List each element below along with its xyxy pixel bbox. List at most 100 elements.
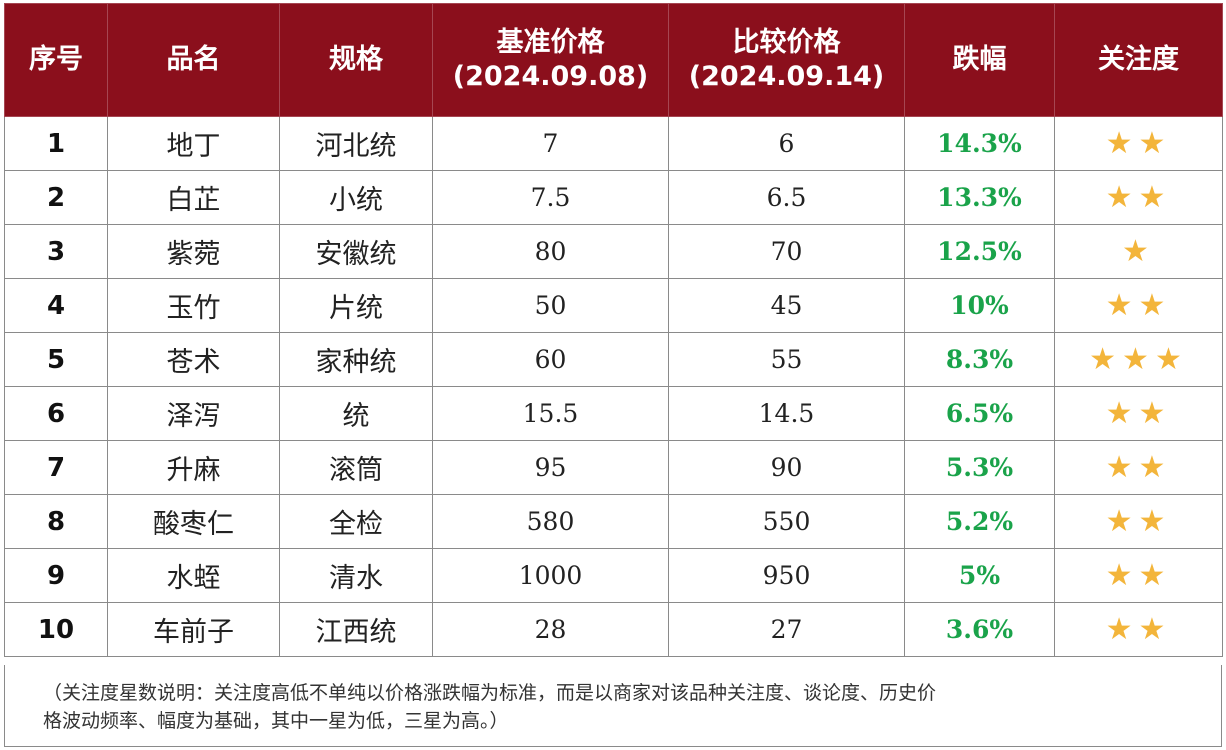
row-attention: ★★ <box>1054 386 1223 441</box>
star-icon: ★ <box>1138 180 1172 215</box>
row-attention: ★★ <box>1054 440 1223 495</box>
row-compare-price: 6.5 <box>668 170 905 225</box>
row-base-price: 95 <box>432 440 669 495</box>
star-icon: ★ <box>1138 504 1172 539</box>
row-compare-price: 70 <box>668 224 905 279</box>
star-icon: ★ <box>1138 126 1172 161</box>
price-drop-table-wrapper: 序号 品名 规格 基准价格 (2024.09.08) 比较价格 (2024.09… <box>4 3 1223 657</box>
row-name: 泽泻 <box>107 386 280 441</box>
table-row: 1 地丁 河北统 7 6 14.3% ★★ <box>4 116 1223 171</box>
row-compare-price: 90 <box>668 440 905 495</box>
row-compare-price: 55 <box>668 332 905 387</box>
row-drop: 13.3% <box>904 170 1055 225</box>
row-name: 白芷 <box>107 170 280 225</box>
price-drop-table: 序号 品名 规格 基准价格 (2024.09.08) 比较价格 (2024.09… <box>4 3 1223 657</box>
row-spec: 滚筒 <box>279 440 433 495</box>
row-name: 酸枣仁 <box>107 494 280 549</box>
row-no: 2 <box>4 170 108 225</box>
attention-note-line-2: 格波动频率、幅度为基础，其中一星为低，三星为高。） <box>43 710 509 732</box>
row-name: 苍术 <box>107 332 280 387</box>
row-attention: ★★ <box>1054 116 1223 171</box>
row-base-price: 80 <box>432 224 669 279</box>
row-drop: 5% <box>904 548 1055 603</box>
row-compare-price: 27 <box>668 602 905 657</box>
header-compare-price: 比较价格 (2024.09.14) <box>668 3 905 117</box>
table-row: 9 水蛭 清水 1000 950 5% ★★ <box>4 548 1223 603</box>
table-row: 8 酸枣仁 全检 580 550 5.2% ★★ <box>4 494 1223 549</box>
row-no: 3 <box>4 224 108 279</box>
row-no: 5 <box>4 332 108 387</box>
table-row: 3 紫菀 安徽统 80 70 12.5% ★ <box>4 224 1223 279</box>
row-drop: 5.3% <box>904 440 1055 495</box>
header-spec: 规格 <box>279 3 433 117</box>
row-spec: 安徽统 <box>279 224 433 279</box>
table-row: 2 白芷 小统 7.5 6.5 13.3% ★★ <box>4 170 1223 225</box>
row-attention: ★★ <box>1054 278 1223 333</box>
star-icon: ★ <box>1138 396 1172 431</box>
row-compare-price: 6 <box>668 116 905 171</box>
row-attention: ★★★ <box>1054 332 1223 387</box>
row-no: 8 <box>4 494 108 549</box>
row-name: 玉竹 <box>107 278 280 333</box>
row-no: 9 <box>4 548 108 603</box>
star-icon: ★ <box>1105 504 1139 539</box>
row-base-price: 60 <box>432 332 669 387</box>
header-compare-price-label: 比较价格 <box>732 27 841 58</box>
row-compare-price: 14.5 <box>668 386 905 441</box>
star-icon: ★ <box>1105 612 1139 647</box>
row-spec: 家种统 <box>279 332 433 387</box>
row-drop: 10% <box>904 278 1055 333</box>
row-spec: 小统 <box>279 170 433 225</box>
table-row: 4 玉竹 片统 50 45 10% ★★ <box>4 278 1223 333</box>
row-name: 水蛭 <box>107 548 280 603</box>
row-drop: 3.6% <box>904 602 1055 657</box>
row-no: 4 <box>4 278 108 333</box>
star-icon: ★ <box>1138 558 1172 593</box>
row-no: 6 <box>4 386 108 441</box>
table-body: 1 地丁 河北统 7 6 14.3% ★★ 2 白芷 小统 7.5 6.5 13… <box>4 116 1223 657</box>
row-name: 地丁 <box>107 116 280 171</box>
row-name: 升麻 <box>107 440 280 495</box>
table-row: 10 车前子 江西统 28 27 3.6% ★★ <box>4 602 1223 657</box>
row-base-price: 15.5 <box>432 386 669 441</box>
row-drop: 5.2% <box>904 494 1055 549</box>
row-base-price: 28 <box>432 602 669 657</box>
row-drop: 12.5% <box>904 224 1055 279</box>
header-compare-price-date: (2024.09.14) <box>688 61 885 92</box>
row-attention: ★★ <box>1054 548 1223 603</box>
row-name: 车前子 <box>107 602 280 657</box>
row-base-price: 50 <box>432 278 669 333</box>
star-icon: ★ <box>1105 450 1139 485</box>
header-no: 序号 <box>4 3 108 117</box>
row-drop: 8.3% <box>904 332 1055 387</box>
table-row: 7 升麻 滚筒 95 90 5.3% ★★ <box>4 440 1223 495</box>
star-icon: ★ <box>1089 342 1123 377</box>
row-spec: 片统 <box>279 278 433 333</box>
row-attention: ★★ <box>1054 494 1223 549</box>
star-icon: ★ <box>1105 288 1139 323</box>
row-no: 10 <box>4 602 108 657</box>
star-icon: ★ <box>1154 342 1188 377</box>
attention-note: （关注度星数说明：关注度高低不单纯以价格涨跌幅为标准，而是以商家对该品种关注度、… <box>4 665 1222 747</box>
header-base-price: 基准价格 (2024.09.08) <box>432 3 669 117</box>
row-drop: 6.5% <box>904 386 1055 441</box>
row-compare-price: 950 <box>668 548 905 603</box>
row-no: 7 <box>4 440 108 495</box>
star-icon: ★ <box>1105 558 1139 593</box>
star-icon: ★ <box>1138 288 1172 323</box>
header-name: 品名 <box>107 3 280 117</box>
star-icon: ★ <box>1138 450 1172 485</box>
row-base-price: 580 <box>432 494 669 549</box>
star-icon: ★ <box>1105 180 1139 215</box>
row-spec: 清水 <box>279 548 433 603</box>
star-icon: ★ <box>1105 126 1139 161</box>
row-base-price: 7.5 <box>432 170 669 225</box>
row-no: 1 <box>4 116 108 171</box>
star-icon: ★ <box>1122 342 1155 377</box>
row-spec: 统 <box>279 386 433 441</box>
row-attention: ★★ <box>1054 170 1223 225</box>
row-compare-price: 45 <box>668 278 905 333</box>
attention-note-line-1: （关注度星数说明：关注度高低不单纯以价格涨跌幅为标准，而是以商家对该品种关注度、… <box>43 682 937 704</box>
row-base-price: 1000 <box>432 548 669 603</box>
table-header-row: 序号 品名 规格 基准价格 (2024.09.08) 比较价格 (2024.09… <box>4 3 1223 117</box>
